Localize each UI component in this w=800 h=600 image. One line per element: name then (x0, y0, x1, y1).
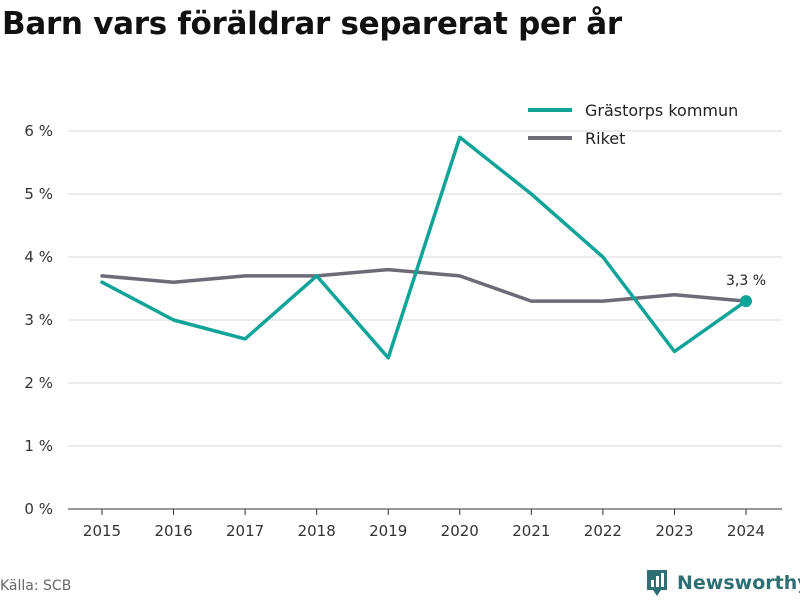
series-line-grastorps-kommun (100, 135, 748, 360)
end-point-marker (740, 295, 752, 308)
brand-logo: Newsworthy (645, 568, 800, 598)
x-tick-label: 2019 (369, 522, 407, 540)
y-tick-label: 0 % (24, 500, 53, 518)
legend: Grästorps kommun Riket (528, 101, 738, 148)
legend-label-riket: Riket (585, 129, 625, 148)
series-line-riket (100, 267, 748, 303)
brand-name: Newsworthy (677, 572, 800, 594)
y-axis-ticks: 0 % 1 % 2 % 3 % 4 % 5 % 6 % (24, 122, 53, 518)
chart-title: Barn vars föräldrar separerat per år (2, 6, 622, 42)
y-tick-label: 2 % (24, 374, 53, 392)
y-tick-label: 5 % (24, 185, 53, 203)
x-tick-label: 2015 (83, 522, 121, 540)
y-tick-label: 6 % (24, 122, 53, 140)
x-axis: 2015 2016 2017 2018 2019 2020 2021 2022 2023 2024 (83, 509, 765, 540)
y-tick-label: 1 % (24, 437, 53, 455)
series-lines (100, 135, 748, 360)
x-tick-label: 2024 (727, 522, 765, 540)
x-tick-label: 2020 (441, 522, 479, 540)
x-tick-label: 2023 (655, 522, 693, 540)
y-tick-label: 3 % (24, 311, 53, 329)
x-tick-label: 2022 (584, 522, 622, 540)
x-tick-label: 2016 (154, 522, 192, 540)
gridlines (68, 130, 782, 510)
x-tick-label: 2021 (512, 522, 550, 540)
x-tick-label: 2017 (226, 522, 264, 540)
x-tick-label: 2018 (298, 522, 336, 540)
source-note: Källa: SCB (0, 578, 72, 594)
legend-label-grastorps-kommun: Grästorps kommun (585, 101, 738, 120)
end-value-label: 3,3 % (726, 273, 766, 289)
newsworthy-logo-icon (647, 570, 667, 596)
y-tick-label: 4 % (24, 248, 53, 266)
annotations: 3,3 % (726, 273, 766, 308)
